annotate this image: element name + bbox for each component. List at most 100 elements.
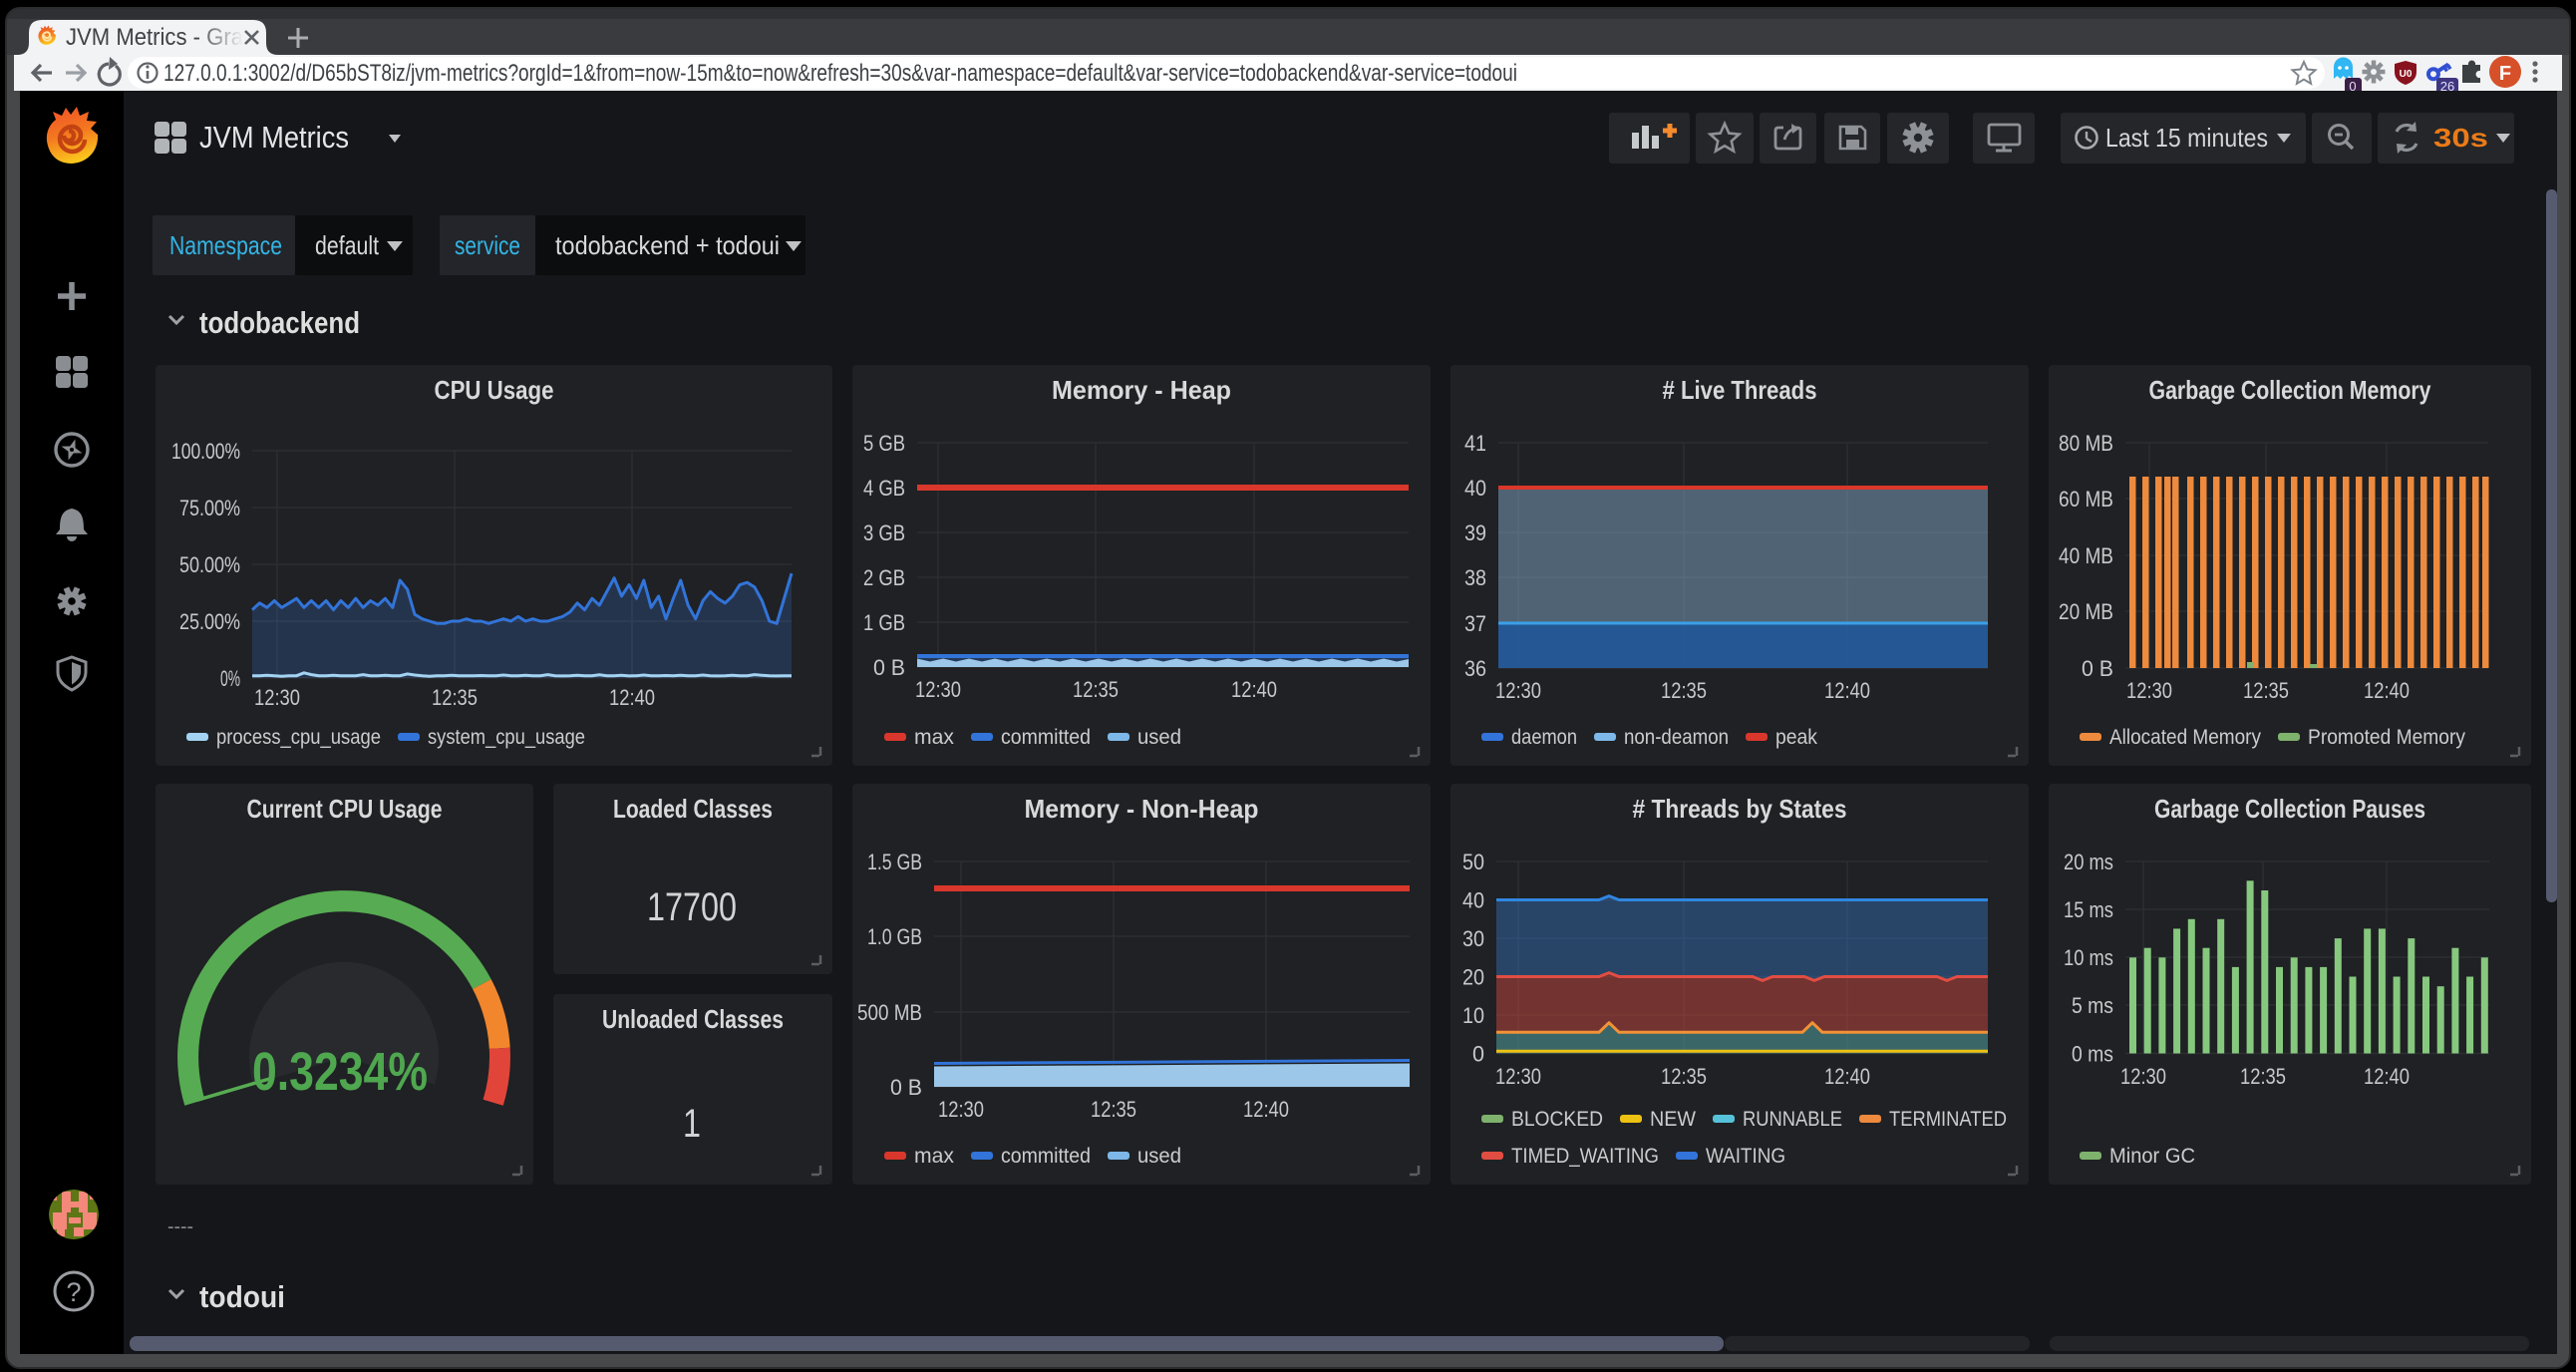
svg-text:peak: peak	[1775, 726, 1817, 749]
svg-text:todobackend: todobackend	[199, 305, 360, 340]
svg-text:Memory - Non-Heap: Memory - Non-Heap	[1025, 794, 1259, 824]
svg-text:Minor GC: Minor GC	[2109, 1145, 2195, 1168]
svg-text:# Threads by States: # Threads by States	[1633, 794, 1847, 824]
svg-text:75.00%: 75.00%	[179, 496, 240, 520]
svg-text:Loaded Classes: Loaded Classes	[613, 794, 773, 824]
svg-text:0.3234%: 0.3234%	[252, 1042, 428, 1102]
svg-text:100.00%: 100.00%	[171, 439, 240, 464]
svg-text:26: 26	[2440, 79, 2454, 94]
svg-text:0 B: 0 B	[2082, 656, 2113, 681]
svg-text:Allocated Memory: Allocated Memory	[2109, 726, 2261, 749]
svg-text:12:30: 12:30	[1495, 1064, 1541, 1089]
svg-text:5 GB: 5 GB	[863, 431, 905, 456]
svg-text:1 GB: 1 GB	[863, 610, 905, 635]
svg-text:F: F	[2499, 63, 2511, 85]
svg-text:RUNNABLE: RUNNABLE	[1743, 1108, 1842, 1131]
svg-text:Garbage Collection Pauses: Garbage Collection Pauses	[2154, 794, 2425, 824]
svg-text:----: ----	[167, 1213, 193, 1238]
svg-text:WAITING: WAITING	[1706, 1145, 1785, 1168]
svg-text:max: max	[914, 1145, 954, 1168]
svg-text:Last 15 minutes: Last 15 minutes	[2105, 123, 2268, 153]
svg-text:service: service	[455, 230, 520, 260]
svg-text:1: 1	[683, 1102, 701, 1146]
svg-text:12:35: 12:35	[1661, 678, 1707, 703]
svg-text:used: used	[1137, 1145, 1181, 1168]
svg-text:committed: committed	[1001, 1145, 1091, 1168]
svg-text:Current CPU Usage: Current CPU Usage	[247, 794, 443, 824]
svg-text:39: 39	[1464, 520, 1486, 545]
svg-text:0 ms: 0 ms	[2072, 1042, 2113, 1067]
svg-text:daemon: daemon	[1511, 726, 1577, 749]
svg-text:20 MB: 20 MB	[2059, 599, 2113, 624]
svg-text:12:40: 12:40	[1243, 1097, 1289, 1122]
svg-text:system_cpu_usage: system_cpu_usage	[428, 726, 585, 749]
svg-text:40: 40	[1464, 476, 1486, 501]
svg-text:Promoted Memory: Promoted Memory	[2308, 726, 2465, 749]
svg-text:CPU Usage: CPU Usage	[435, 375, 554, 405]
svg-text:TIMED_WAITING: TIMED_WAITING	[1511, 1145, 1659, 1168]
svg-text:U0: U0	[2400, 69, 2413, 80]
svg-text:40 MB: 40 MB	[2059, 543, 2113, 568]
svg-text:0 B: 0 B	[890, 1075, 922, 1100]
svg-text:# Live Threads: # Live Threads	[1663, 375, 1817, 405]
svg-text:4 GB: 4 GB	[863, 476, 905, 501]
svg-text:12:35: 12:35	[2243, 678, 2289, 703]
svg-text:37: 37	[1464, 611, 1486, 636]
svg-text:500 MB: 500 MB	[857, 1000, 922, 1025]
svg-text:0: 0	[2349, 79, 2356, 94]
svg-text:Unloaded Classes: Unloaded Classes	[602, 1004, 784, 1034]
svg-text:12:40: 12:40	[1824, 1064, 1870, 1089]
svg-text:TERMINATED: TERMINATED	[1889, 1108, 2007, 1131]
svg-text:BLOCKED: BLOCKED	[1511, 1108, 1603, 1131]
svg-text:todobackend + todoui: todobackend + todoui	[555, 230, 780, 260]
svg-text:12:35: 12:35	[1091, 1097, 1136, 1122]
svg-text:3 GB: 3 GB	[863, 520, 905, 545]
svg-text:30: 30	[1462, 926, 1484, 951]
svg-text:0%: 0%	[220, 666, 240, 691]
svg-text:JVM Metrics: JVM Metrics	[199, 120, 349, 155]
svg-text:12:30: 12:30	[1495, 678, 1541, 703]
svg-text:80 MB: 80 MB	[2059, 431, 2113, 456]
svg-text:12:40: 12:40	[609, 685, 655, 710]
svg-text:12:30: 12:30	[915, 677, 961, 702]
svg-text:17700: 17700	[647, 885, 737, 929]
svg-text:40: 40	[1462, 888, 1484, 913]
svg-text:127.0.0.1:3002/d/D65bST8iz/jvm: 127.0.0.1:3002/d/D65bST8iz/jvm-metrics?o…	[163, 60, 1517, 87]
svg-text:10 ms: 10 ms	[2064, 945, 2113, 970]
svg-text:0: 0	[1472, 1042, 1484, 1067]
svg-text:Namespace: Namespace	[169, 230, 282, 260]
svg-text:0 B: 0 B	[873, 655, 905, 680]
svg-text:41: 41	[1464, 431, 1486, 456]
svg-text:30s: 30s	[2433, 123, 2488, 153]
svg-text:Memory - Heap: Memory - Heap	[1052, 375, 1231, 405]
svg-text:1.5 GB: 1.5 GB	[867, 850, 922, 874]
svg-text:20 ms: 20 ms	[2064, 850, 2113, 874]
svg-text:12:35: 12:35	[2240, 1064, 2286, 1089]
svg-text:12:40: 12:40	[1231, 677, 1277, 702]
svg-text:12:35: 12:35	[1073, 677, 1119, 702]
svg-text:2 GB: 2 GB	[863, 565, 905, 590]
svg-text:12:40: 12:40	[2364, 1064, 2410, 1089]
svg-text:12:40: 12:40	[1824, 678, 1870, 703]
svg-text:NEW: NEW	[1650, 1108, 1696, 1131]
svg-text:50.00%: 50.00%	[179, 552, 240, 577]
svg-text:20: 20	[1462, 965, 1484, 990]
svg-text:10: 10	[1462, 1003, 1484, 1028]
svg-text:12:30: 12:30	[2120, 1064, 2166, 1089]
svg-text:12:30: 12:30	[2126, 678, 2172, 703]
svg-text:max: max	[914, 726, 954, 749]
svg-text:1.0 GB: 1.0 GB	[867, 924, 922, 949]
svg-text:non-deamon: non-deamon	[1624, 726, 1729, 749]
svg-text:12:40: 12:40	[2364, 678, 2410, 703]
svg-text:12:35: 12:35	[432, 685, 478, 710]
svg-text:38: 38	[1464, 565, 1486, 590]
svg-text:12:30: 12:30	[254, 685, 300, 710]
svg-text:50: 50	[1462, 850, 1484, 874]
svg-text:15 ms: 15 ms	[2064, 897, 2113, 922]
svg-text:Garbage Collection Memory: Garbage Collection Memory	[2149, 375, 2431, 405]
svg-text:60 MB: 60 MB	[2059, 487, 2113, 512]
svg-text:25.00%: 25.00%	[179, 609, 240, 634]
svg-text:default: default	[315, 230, 380, 260]
svg-text:?: ?	[66, 1277, 81, 1307]
svg-text:5 ms: 5 ms	[2072, 993, 2113, 1018]
